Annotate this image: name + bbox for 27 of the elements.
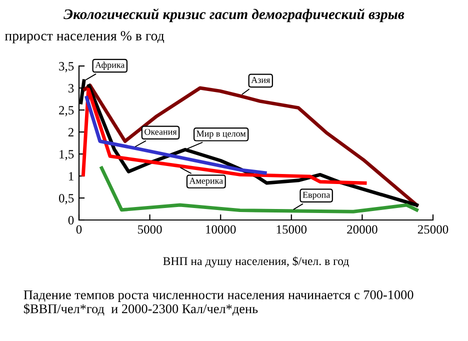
- y-tick-label: 2,5: [59, 106, 74, 116]
- line-series: [82, 88, 367, 185]
- y-tick-label: 1,5: [60, 150, 74, 160]
- annotation: Азия: [251, 76, 270, 83]
- x-tick-label: 0: [76, 225, 82, 234]
- annotation: Океания: [144, 128, 177, 135]
- x-tick-label: 25000: [418, 225, 448, 234]
- x-axis-title: ВНП на душу населения, $/чел. в год: [163, 256, 349, 268]
- chart-title: Экологический кризис гасит демографический взрыв: [64, 8, 404, 22]
- annotation: Америка: [189, 178, 223, 186]
- y-tick-label: 2: [68, 128, 74, 136]
- y-tick-label: 0: [68, 216, 74, 224]
- x-tick-label: 20000: [347, 225, 378, 234]
- x-tick-label: 15000: [276, 225, 307, 234]
- annotation: Африка: [95, 62, 125, 70]
- y-tick-label: 3: [68, 84, 74, 92]
- y-tick-label: 0,5: [58, 194, 74, 204]
- x-tick-label: 10000: [206, 225, 236, 234]
- text: Падение темпов роста численности населения начинается с 700-1000 $ВВП/чел*год и 2000-2300 Кал/чел*день: [24, 290, 414, 316]
- y-tick-label: 3,5: [59, 62, 74, 72]
- annotation: Мир в целом: [196, 130, 246, 138]
- y-axis-title: прирост населения % в год: [4, 31, 164, 44]
- y-tick-label: 1: [68, 172, 74, 180]
- annotation: Европа: [302, 192, 330, 200]
- x-tick-label: 5000: [138, 225, 162, 234]
- line-series: [84, 96, 267, 175]
- line-series: [100, 166, 418, 214]
